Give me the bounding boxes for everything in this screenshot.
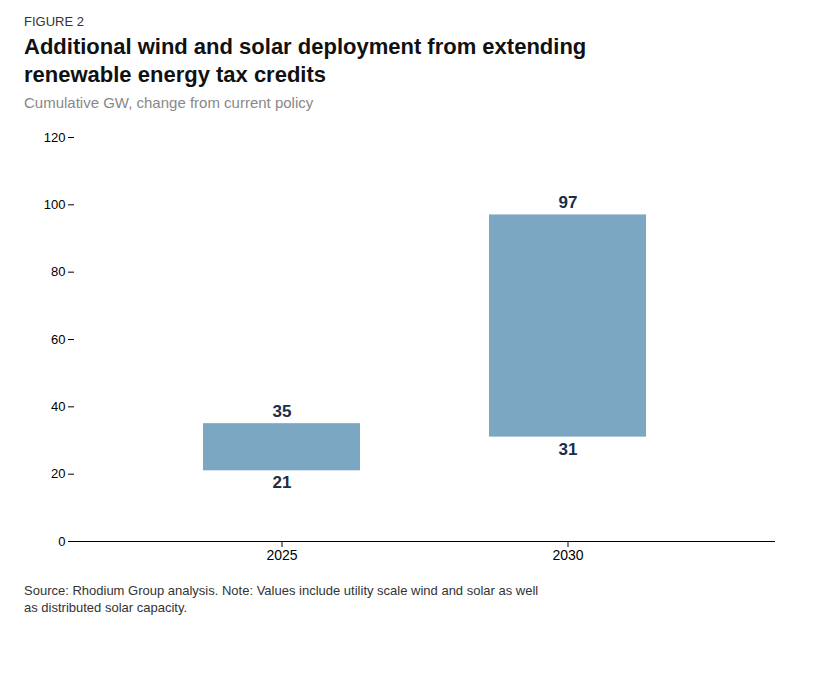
- svg-text:97: 97: [559, 193, 578, 212]
- svg-text:0: 0: [58, 534, 65, 549]
- html-text:Source: Rhodium Group analysis: Source: Rhodium Group analysis. Note: Va…: [24, 583, 539, 615]
- svg-text:2025: 2025: [266, 547, 297, 563]
- svg-text:35: 35: [273, 402, 292, 421]
- html-text:FIGURE 2: FIGURE 2: [24, 14, 84, 29]
- html-text:Additional wind and solar depl: Additional wind and solar deployment fro…: [24, 34, 587, 87]
- svg-text:20: 20: [51, 466, 65, 481]
- svg-text:40: 40: [51, 399, 65, 414]
- svg-text:31: 31: [559, 440, 578, 459]
- svg-text:21: 21: [273, 473, 292, 492]
- svg-text:60: 60: [51, 332, 65, 347]
- html-text:Cumulative GW, change from cur: Cumulative GW, change from current polic…: [24, 94, 314, 111]
- svg-text:100: 100: [44, 197, 66, 212]
- svg-text:80: 80: [51, 264, 65, 279]
- svg-text:2030: 2030: [552, 547, 583, 563]
- svg-text:120: 120: [44, 130, 66, 145]
